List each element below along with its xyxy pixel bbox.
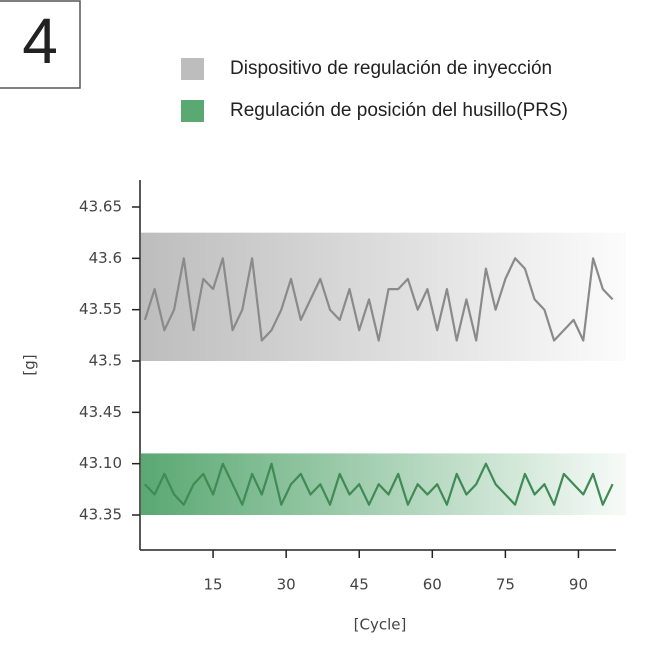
x-tick-label: 15 xyxy=(204,576,223,594)
band xyxy=(141,232,626,361)
y-axis-label: [g] xyxy=(21,354,39,375)
y-tick-label: 43.35 xyxy=(79,506,122,524)
y-tick-label: 43.6 xyxy=(89,249,122,267)
panel-label: 4 xyxy=(22,5,58,77)
x-axis-label: [Cycle] xyxy=(354,616,407,634)
y-tick-label: 43.55 xyxy=(79,300,122,318)
y-tick-label: 43.5 xyxy=(89,352,122,370)
legend-label: Dispositivo de regulación de inyección xyxy=(230,58,552,79)
legend-swatch xyxy=(181,100,204,122)
panel-box xyxy=(0,0,81,89)
legend-label: Regulación de posición del husillo(PRS) xyxy=(230,100,568,121)
x-tick-label: 60 xyxy=(423,576,442,594)
y-tick-label: 43.65 xyxy=(79,198,122,216)
series-line xyxy=(143,257,614,342)
y-tick-label: 43.10 xyxy=(79,454,122,472)
x-tick-label: 45 xyxy=(350,576,369,594)
series-line xyxy=(144,462,614,506)
y-tick-label: 43.45 xyxy=(79,403,122,421)
x-tick-label: 90 xyxy=(569,576,588,594)
x-tick-label: 30 xyxy=(277,576,296,594)
band xyxy=(141,453,626,515)
x-tick-label: 75 xyxy=(496,576,515,594)
legend-swatch xyxy=(181,58,204,80)
